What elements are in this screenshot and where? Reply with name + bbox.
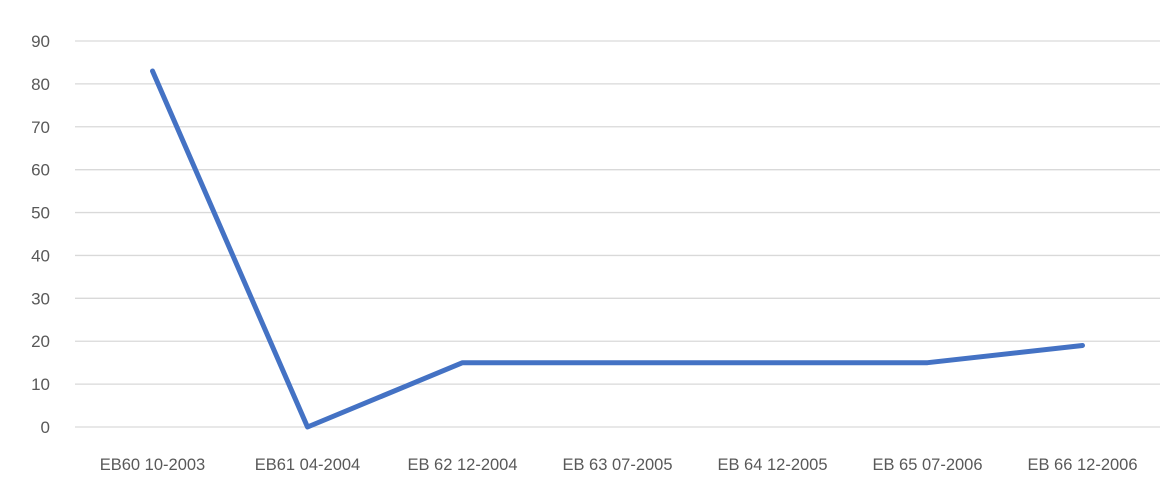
x-tick-label: EB61 04-2004 [255,456,361,474]
x-tick-label: EB 63 07-2005 [562,456,672,474]
series-line [150,68,1085,430]
y-tick-label: 70 [31,118,50,137]
y-tick-label: 40 [31,246,50,265]
gridlines [75,40,1160,428]
x-tick-label: EB 65 07-2006 [872,456,982,474]
series-layer [150,68,1085,430]
y-tick-label: 20 [31,332,50,351]
x-axis-tick-labels: EB60 10-2003 EB61 04-2004 EB 62 12-2004 EB … [100,456,1138,474]
y-tick-label: 10 [31,375,50,394]
y-tick-label: 0 [41,418,50,437]
x-tick-label: EB 62 12-2004 [407,456,517,474]
y-axis-tick-labels: 0 10 20 30 40 50 60 70 80 90 [31,32,50,437]
x-tick-label: EB 66 12-2006 [1027,456,1137,474]
x-tick-label: EB60 10-2003 [100,456,206,474]
y-tick-label: 60 [31,161,50,180]
y-tick-label: 80 [31,75,50,94]
y-tick-label: 50 [31,204,50,223]
y-tick-label: 30 [31,289,50,308]
y-tick-label: 90 [31,32,50,51]
x-tick-label: EB 64 12-2005 [717,456,827,474]
